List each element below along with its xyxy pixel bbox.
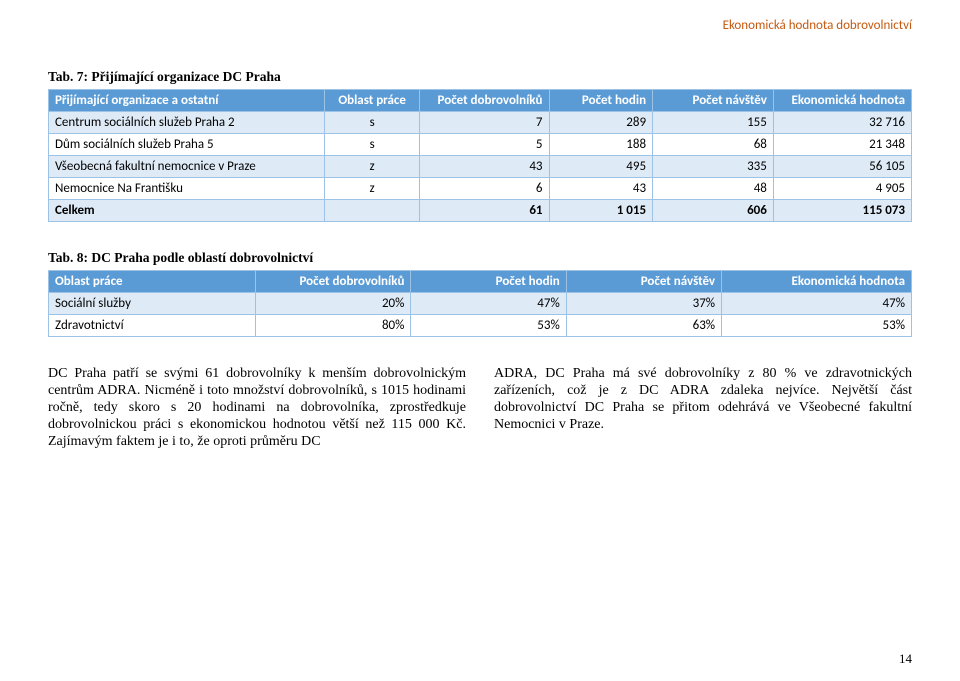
- table1-caption: Tab. 7: Přijímající organizace DC Praha: [48, 69, 912, 85]
- table-cell: 48: [653, 178, 774, 200]
- table-cell: 68: [653, 134, 774, 156]
- table-cell: 6: [420, 178, 549, 200]
- table-cell: Celkem: [49, 200, 325, 222]
- table2-col-3: Počet návštěv: [566, 271, 721, 293]
- table-cell: 43: [549, 178, 653, 200]
- table-cell: 56 105: [773, 156, 911, 178]
- table-row: Všeobecná fakultní nemocnice v Prazez434…: [49, 156, 912, 178]
- table-cell: 53%: [411, 315, 566, 337]
- table-cell: 5: [420, 134, 549, 156]
- running-header: Ekonomická hodnota dobrovolnictví: [48, 18, 912, 33]
- table-cell: 32 716: [773, 112, 911, 134]
- table-row: Sociální služby20%47%37%47%: [49, 293, 912, 315]
- table-cell: s: [325, 112, 420, 134]
- table1-col-0: Přijímající organizace a ostatní: [49, 90, 325, 112]
- running-header-text: Ekonomická hodnota dobrovolnictví: [723, 18, 912, 33]
- table1-col-4: Počet návštěv: [653, 90, 774, 112]
- table-cell: 4 905: [773, 178, 911, 200]
- table2-header-row: Oblast práce Počet dobrovolníků Počet ho…: [49, 271, 912, 293]
- table-cell: Všeobecná fakultní nemocnice v Praze: [49, 156, 325, 178]
- table-cell: 61: [420, 200, 549, 222]
- table-row: Centrum sociálních služeb Praha 2s728915…: [49, 112, 912, 134]
- table2-col-4: Ekonomická hodnota: [722, 271, 912, 293]
- table-row: Zdravotnictví80%53%63%53%: [49, 315, 912, 337]
- table-row: Dům sociálních služeb Praha 5s51886821 3…: [49, 134, 912, 156]
- table2-caption: Tab. 8: DC Praha podle oblastí dobrovoln…: [48, 250, 912, 266]
- table2: Oblast práce Počet dobrovolníků Počet ho…: [48, 270, 912, 337]
- table-total-row: Celkem 611 015606115 073: [49, 200, 912, 222]
- table-cell: 21 348: [773, 134, 911, 156]
- table1: Přijímající organizace a ostatní Oblast …: [48, 89, 912, 222]
- table-cell: Nemocnice Na Františku: [49, 178, 325, 200]
- table-cell: Sociální služby: [49, 293, 256, 315]
- table-cell: 63%: [566, 315, 721, 337]
- table-cell: 606: [653, 200, 774, 222]
- table-cell: 20%: [256, 293, 411, 315]
- table1-col-3: Počet hodin: [549, 90, 653, 112]
- table-cell: 155: [653, 112, 774, 134]
- table-cell: Centrum sociálních služeb Praha 2: [49, 112, 325, 134]
- table-cell: 1 015: [549, 200, 653, 222]
- table-cell: 43: [420, 156, 549, 178]
- body-left-column: DC Praha patří se svými 61 dobrovolníky …: [48, 365, 466, 450]
- table-cell: 80%: [256, 315, 411, 337]
- table-cell: 7: [420, 112, 549, 134]
- table-cell: Dům sociálních služeb Praha 5: [49, 134, 325, 156]
- table-cell: 335: [653, 156, 774, 178]
- page-number: 14: [899, 651, 912, 667]
- body-text-columns: DC Praha patří se svými 61 dobrovolníky …: [48, 365, 912, 450]
- table1-col-1: Oblast práce: [325, 90, 420, 112]
- table-cell: z: [325, 156, 420, 178]
- table2-col-0: Oblast práce: [49, 271, 256, 293]
- body-right-column: ADRA, DC Praha má své dobrovolníky z 80 …: [494, 365, 912, 450]
- table-cell: 37%: [566, 293, 721, 315]
- table-cell: 53%: [722, 315, 912, 337]
- table2-col-2: Počet hodin: [411, 271, 566, 293]
- table1-col-2: Počet dobrovolníků: [420, 90, 549, 112]
- table-cell: Zdravotnictví: [49, 315, 256, 337]
- table-row: Nemocnice Na Františkuz643484 905: [49, 178, 912, 200]
- table-cell: 47%: [722, 293, 912, 315]
- table-cell: 495: [549, 156, 653, 178]
- table1-col-5: Ekonomická hodnota: [773, 90, 911, 112]
- table-cell: z: [325, 178, 420, 200]
- table-cell: 289: [549, 112, 653, 134]
- table-cell: s: [325, 134, 420, 156]
- table-cell: 47%: [411, 293, 566, 315]
- table-cell: 188: [549, 134, 653, 156]
- table1-header-row: Přijímající organizace a ostatní Oblast …: [49, 90, 912, 112]
- table-cell: [325, 200, 420, 222]
- table2-col-1: Počet dobrovolníků: [256, 271, 411, 293]
- table-cell: 115 073: [773, 200, 911, 222]
